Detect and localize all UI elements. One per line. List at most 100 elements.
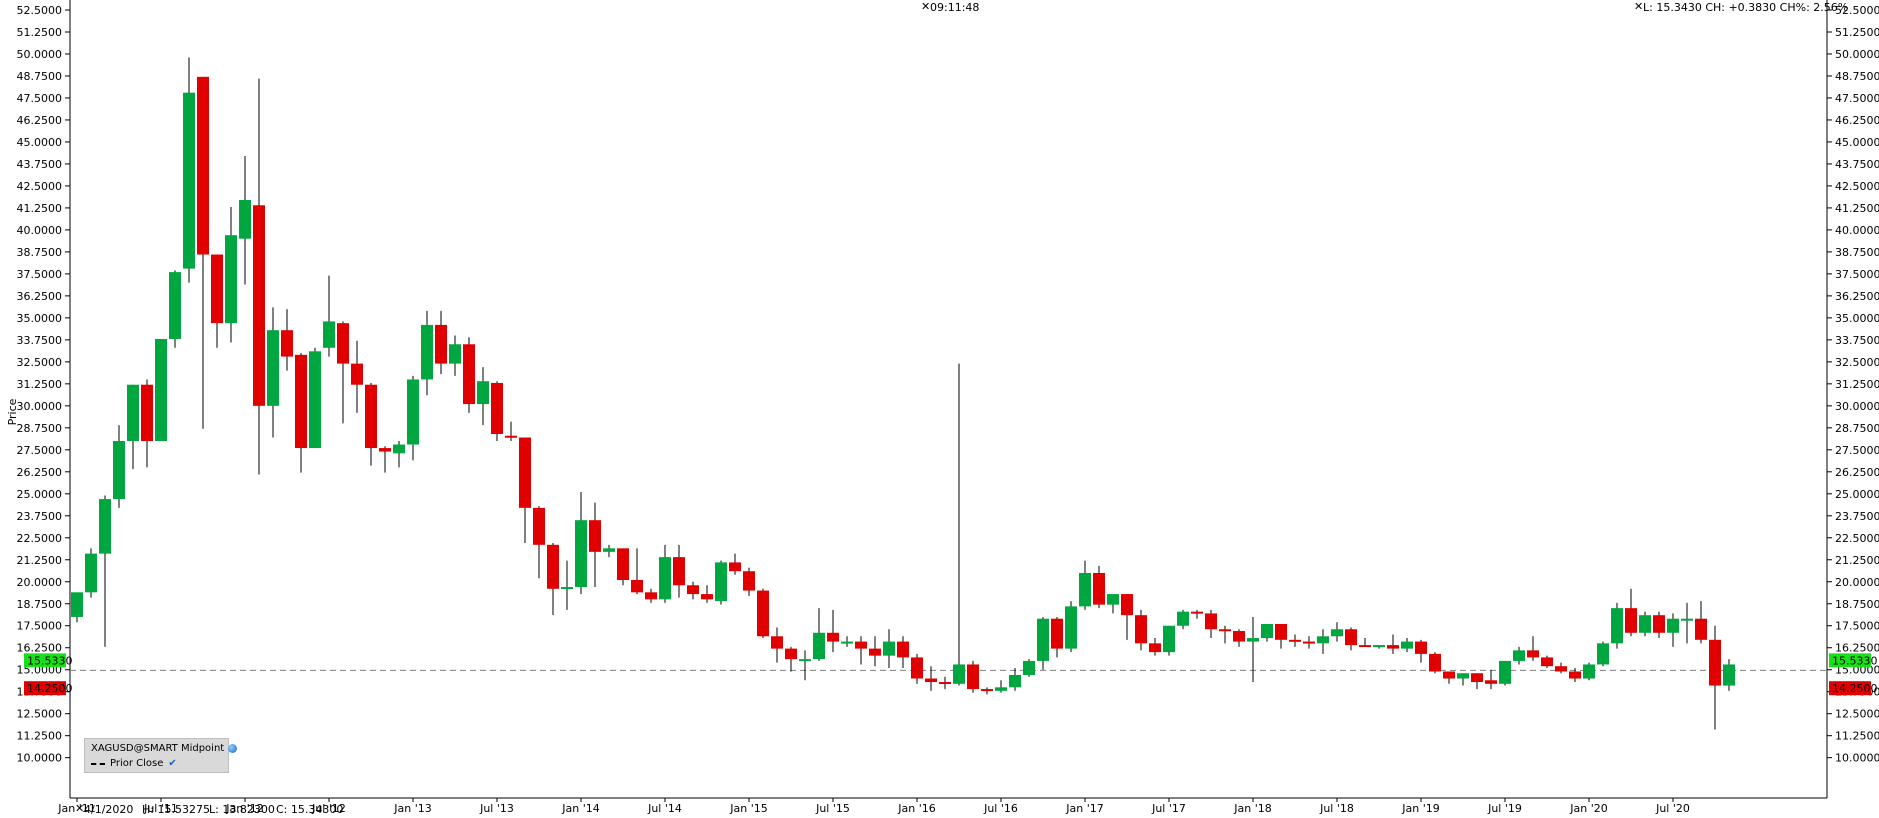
candle: [813, 608, 825, 661]
candle: [1247, 616, 1259, 683]
x-tick-label: Jul '20: [1655, 802, 1690, 815]
candle: [729, 553, 741, 575]
y-tick-label-right: 36.2500: [1835, 290, 1879, 303]
candle: [771, 627, 783, 663]
y-tick-label-left: 50.0000: [17, 48, 63, 61]
y-tick-label-left: 35.0000: [17, 312, 63, 325]
legend-prior-close-row[interactable]: Prior Close ✔: [91, 758, 177, 769]
candle: [1527, 636, 1539, 661]
candle-body: [1093, 572, 1105, 605]
globe-icon[interactable]: [228, 743, 238, 753]
check-icon[interactable]: ✔: [168, 758, 177, 769]
candle: [1065, 601, 1077, 653]
clock-close-icon[interactable]: ✕: [921, 0, 930, 13]
candle-body: [813, 632, 825, 660]
last-info-close-icon[interactable]: ✕: [1634, 0, 1643, 13]
x-tick-label: Jan '19: [1401, 802, 1439, 815]
y-tick-label-right: 38.7500: [1835, 246, 1879, 259]
candle: [1667, 613, 1679, 647]
candle: [1429, 652, 1441, 674]
candle-body: [1191, 611, 1203, 614]
candle: [1597, 641, 1609, 667]
candle: [1401, 638, 1413, 653]
legend-title: XAGUSD@SMART Midpoint: [91, 743, 238, 754]
candle-body: [323, 321, 335, 348]
candle-body: [155, 338, 167, 442]
candle: [1653, 611, 1665, 639]
y-tick-label-right: 37.5000: [1835, 268, 1879, 281]
candle-body: [1247, 638, 1259, 642]
candle: [1345, 627, 1357, 651]
candle: [1541, 655, 1553, 668]
candle: [603, 544, 615, 558]
candle-body: [603, 548, 615, 552]
candle-body: [701, 594, 713, 600]
footer-close-icon[interactable]: ✕: [75, 802, 84, 815]
y-tick-label-right: 40.0000: [1835, 224, 1879, 237]
candle: [1443, 671, 1455, 684]
y-tick-label-left: 33.7500: [17, 334, 63, 347]
candle: [211, 254, 223, 348]
y-tick-label-left: 30.0000: [17, 400, 63, 413]
candle-body: [967, 664, 979, 690]
candle: [1457, 673, 1469, 686]
candle: [687, 581, 699, 600]
candle-body: [561, 587, 573, 590]
x-tick-label: Jan '18: [1233, 802, 1271, 815]
y-tick-label-left: 43.7500: [17, 158, 63, 171]
candle: [799, 650, 811, 681]
candle-body: [281, 330, 293, 357]
candle: [337, 321, 349, 424]
x-tick-label: Jan '15: [729, 802, 767, 815]
y-tick-label-right: 33.7500: [1835, 334, 1879, 347]
candle: [939, 676, 951, 690]
y-tick-label-right: 47.5000: [1835, 92, 1879, 105]
y-tick-label-right: 50.0000: [1835, 48, 1879, 61]
candle: [953, 363, 965, 686]
y-tick-label-left: 20.0000: [17, 576, 63, 589]
candle: [1709, 625, 1721, 730]
candle-body: [1625, 608, 1637, 633]
candle: [1009, 667, 1021, 691]
candle: [1499, 660, 1511, 686]
candle: [1079, 560, 1091, 610]
candle: [449, 335, 461, 376]
x-tick-label: Jul '16: [983, 802, 1018, 815]
candle-body: [337, 323, 349, 364]
x-tick-label: Jul '14: [647, 802, 682, 815]
y-tick-label-left: 36.2500: [17, 290, 63, 303]
x-tick-label: Jul '17: [1151, 802, 1186, 815]
candle: [1219, 625, 1231, 644]
candle: [1639, 611, 1651, 637]
candle: [1037, 616, 1049, 670]
x-tick-label: Jul '13: [479, 802, 514, 815]
candle: [1093, 565, 1105, 609]
candle: [309, 347, 321, 449]
candle-body: [1177, 611, 1189, 626]
candle-body: [519, 437, 531, 508]
candle: [967, 660, 979, 693]
candle-body: [1541, 657, 1553, 667]
candle: [827, 609, 839, 653]
candle: [883, 629, 895, 668]
legend-box[interactable]: XAGUSD@SMART Midpoint Prior Close ✔: [84, 738, 238, 773]
candle: [267, 307, 279, 438]
candle-body: [1583, 664, 1595, 679]
candle-body: [1569, 671, 1581, 679]
candle-body: [1513, 650, 1525, 661]
candle-body: [1653, 615, 1665, 633]
candle-body: [1597, 643, 1609, 665]
candle-body: [799, 659, 811, 662]
candle-body: [547, 544, 559, 589]
legend-instrument: XAGUSD@SMART Midpoint: [91, 743, 225, 754]
candle-body: [995, 687, 1007, 691]
candle-body: [267, 330, 279, 406]
candle: [113, 425, 125, 508]
candle-body: [1415, 641, 1427, 654]
candle: [1555, 662, 1567, 674]
candle: [631, 548, 643, 595]
candle-body: [1681, 618, 1693, 621]
y-tick-label-left: 11.2500: [17, 730, 63, 743]
candle-body: [715, 562, 727, 602]
